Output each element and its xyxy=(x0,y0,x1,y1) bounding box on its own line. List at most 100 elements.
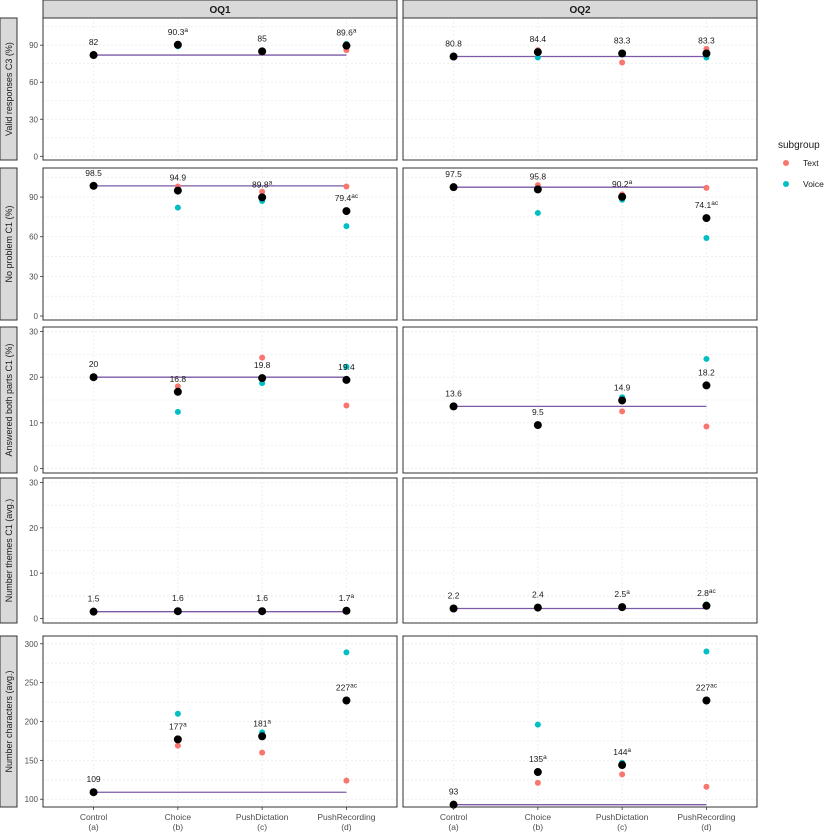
x-tick-code: (b) xyxy=(173,822,184,832)
data-label: 84.4 xyxy=(530,34,547,44)
point-overall xyxy=(702,214,711,223)
point-overall xyxy=(89,788,98,797)
point-overall xyxy=(533,603,542,612)
data-label: 20 xyxy=(89,359,99,369)
y-axis-label: Number characters (avg.) xyxy=(4,670,14,772)
point-text xyxy=(534,779,541,786)
point-voice xyxy=(174,408,181,415)
legend-label: Voice xyxy=(803,179,824,189)
point-text xyxy=(259,749,266,756)
y-tick-label: 250 xyxy=(25,679,39,688)
point-text xyxy=(174,383,181,390)
point-overall xyxy=(702,696,711,705)
y-tick-label: 0 xyxy=(34,614,39,623)
facet-panel: 80.8 84.4 83.3 83.3 xyxy=(402,17,758,161)
facet-panel: 93 135a 144a 227ac Control(a) Choice(b) PushDi… xyxy=(402,635,758,832)
point-overall xyxy=(618,49,627,58)
point-text xyxy=(703,783,710,790)
y-tick-label: 90 xyxy=(29,193,38,202)
panel-border xyxy=(402,635,758,808)
y-tick-label: 100 xyxy=(25,795,39,804)
facet-panel: 0 30 60 90 82 90.3a 85 89.6a xyxy=(29,17,398,161)
point-text xyxy=(343,777,350,784)
data-label: 109 xyxy=(86,774,100,784)
point-text xyxy=(619,408,626,415)
point-overall xyxy=(702,381,711,390)
point-overall xyxy=(618,192,627,201)
point-text xyxy=(619,59,626,66)
point-overall xyxy=(173,735,182,744)
facet-panel: 100 150 200 250 300 109 177a 181a 227ac Control(a… xyxy=(25,635,398,832)
x-tick-label: PushDictation xyxy=(236,812,289,822)
row-strip xyxy=(0,17,18,161)
x-tick-label: Control xyxy=(440,812,468,822)
point-overall xyxy=(258,607,267,616)
legend-key xyxy=(783,160,789,166)
point-overall xyxy=(449,800,458,809)
x-tick-label: PushRecording xyxy=(677,812,735,822)
data-label: 2.8ac xyxy=(697,588,716,598)
point-overall xyxy=(89,181,98,190)
legend: subgroup Text Voice xyxy=(778,140,824,189)
data-label: 94.9 xyxy=(170,173,187,183)
point-overall xyxy=(533,48,542,57)
y-tick-label: 60 xyxy=(29,78,38,87)
x-tick-code: (a) xyxy=(88,822,99,832)
point-overall xyxy=(342,696,351,705)
data-label: 1.7a xyxy=(339,593,355,603)
y-axis-label: Valid responses C3 (%) xyxy=(4,42,14,136)
column-strip-label: OQ1 xyxy=(209,5,231,16)
y-tick-label: 30 xyxy=(29,115,38,124)
data-label: 19.8 xyxy=(254,360,271,370)
point-voice xyxy=(343,649,350,656)
data-label: 227ac xyxy=(696,683,718,693)
y-tick-label: 30 xyxy=(29,328,38,337)
panel-border xyxy=(402,477,758,624)
data-label: 18.2 xyxy=(698,367,715,377)
data-label: 1.5 xyxy=(88,594,100,604)
data-label: 14.9 xyxy=(614,382,631,392)
data-label: 90.2a xyxy=(612,179,633,189)
point-voice xyxy=(703,235,710,242)
data-label: 177a xyxy=(169,721,187,731)
x-tick-label: Choice xyxy=(165,812,192,822)
point-overall xyxy=(258,193,267,202)
data-label: 181a xyxy=(253,718,271,728)
point-overall xyxy=(258,374,267,383)
panel-border xyxy=(402,167,758,321)
point-overall xyxy=(173,40,182,49)
y-tick-label: 10 xyxy=(29,419,38,428)
y-tick-label: 30 xyxy=(29,479,38,488)
point-overall xyxy=(89,607,98,616)
point-overall xyxy=(533,185,542,194)
panel-border xyxy=(42,326,398,474)
y-tick-label: 30 xyxy=(29,272,38,281)
y-tick-label: 0 xyxy=(34,152,39,161)
y-tick-label: 150 xyxy=(25,756,39,765)
point-text xyxy=(343,402,350,409)
point-overall xyxy=(618,603,627,612)
data-label: 1.6 xyxy=(172,593,184,603)
point-overall xyxy=(258,732,267,741)
point-overall xyxy=(618,761,627,770)
data-label: 82 xyxy=(89,37,99,47)
row-strip xyxy=(0,167,18,321)
x-tick-code: (d) xyxy=(341,822,352,832)
point-overall xyxy=(618,396,627,405)
panel-border xyxy=(42,477,398,624)
point-overall xyxy=(449,402,458,411)
x-tick-label: Choice xyxy=(525,812,552,822)
data-label: 83.3 xyxy=(698,35,715,45)
row-strip xyxy=(0,635,18,808)
facet-panel: 0 10 20 30 1.5 1.6 1.6 1.7a xyxy=(29,477,398,624)
point-overall xyxy=(342,41,351,50)
y-tick-label: 0 xyxy=(34,312,39,321)
data-label: 227ac xyxy=(336,683,358,693)
data-label: 74.1ac xyxy=(695,200,719,210)
data-label: 2.5a xyxy=(614,589,630,599)
facet-panel: 2.2 2.4 2.5a 2.8ac xyxy=(402,477,758,624)
y-tick-label: 20 xyxy=(29,373,38,382)
point-overall xyxy=(173,607,182,616)
x-tick-code: (c) xyxy=(257,822,267,832)
data-label: 2.2 xyxy=(448,591,460,601)
